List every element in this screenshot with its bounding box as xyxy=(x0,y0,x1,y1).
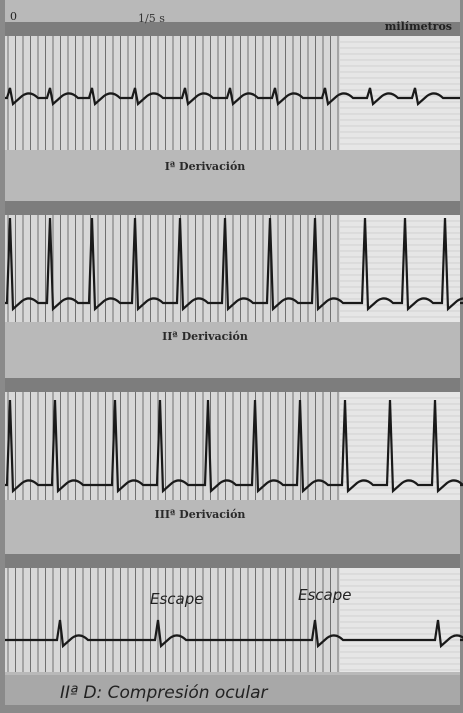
page: 0 1/5 s milímetros Iª Derivación IIª Der… xyxy=(0,0,463,713)
strip xyxy=(5,568,340,672)
time-scale: 1/5 s xyxy=(138,12,165,25)
strip xyxy=(340,36,460,150)
strip-band xyxy=(5,554,460,568)
strip-band xyxy=(5,378,460,392)
strip xyxy=(5,36,340,150)
strip xyxy=(340,215,460,322)
strip-band xyxy=(5,201,460,215)
lead-label: IIIª Derivación xyxy=(155,508,246,521)
origin-label: 0 xyxy=(10,10,17,23)
scale-label: milímetros xyxy=(385,20,452,33)
annotation: Escape xyxy=(298,586,351,604)
strip xyxy=(340,568,460,672)
annotation: Escape xyxy=(150,590,203,608)
lead-label: Iª Derivación xyxy=(165,160,246,173)
lead-label: IIª Derivación xyxy=(162,330,248,343)
ecg-figure: 0 1/5 s milímetros Iª Derivación IIª Der… xyxy=(0,0,463,713)
caption: IIª D: Compresión ocular xyxy=(60,683,269,703)
